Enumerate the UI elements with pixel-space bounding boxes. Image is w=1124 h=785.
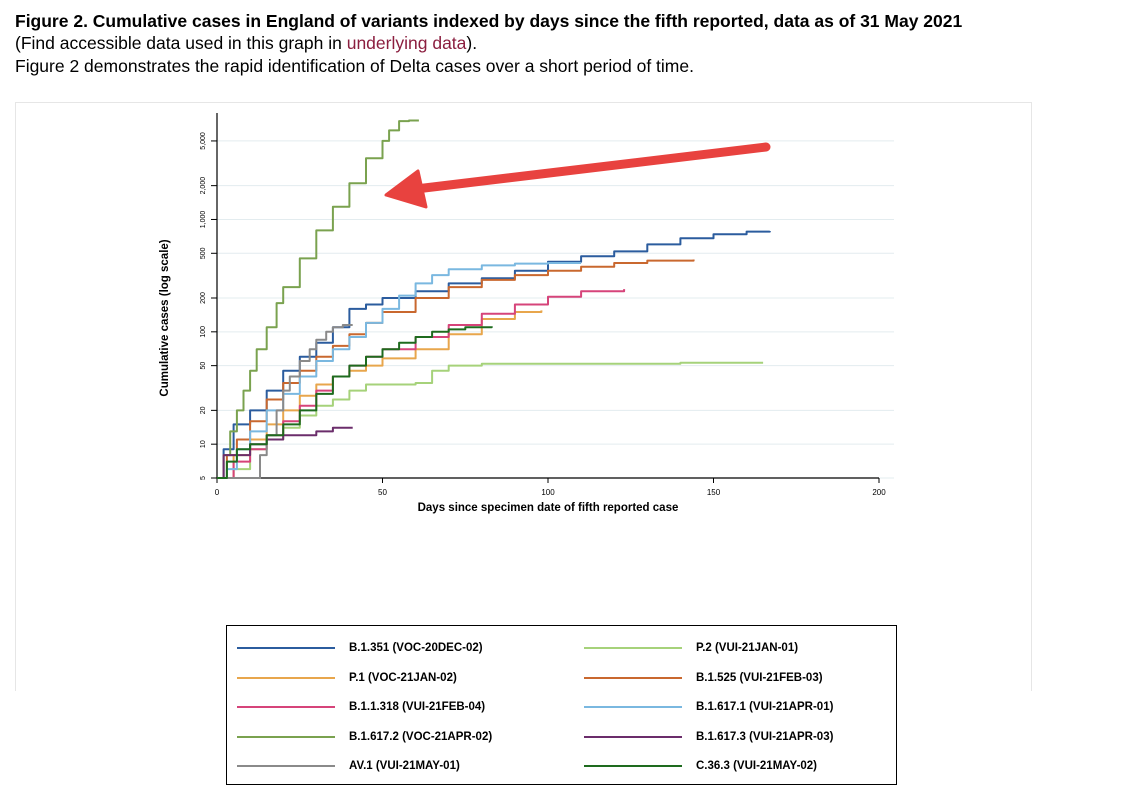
legend-item: B.1.617.2 (VOC-21APR-02)	[237, 727, 492, 747]
underlying-data-link[interactable]: underlying data	[346, 33, 467, 53]
chart-legend: B.1.351 (VOC-20DEC-02) P.2 (VUI-21JAN-01)…	[226, 625, 897, 785]
y-tick-label: 2,000	[200, 177, 207, 195]
x-tick-label: 200	[872, 488, 886, 497]
legend-label: B.1.617.2 (VOC-21APR-02)	[349, 730, 493, 743]
legend-label: P.1 (VOC-21JAN-02)	[349, 671, 457, 684]
legend-item: B.1.1.318 (VUI-21FEB-04)	[237, 697, 485, 717]
y-tick-label: 200	[200, 292, 207, 304]
series-line-b-1-617-1-vui-21apr-01	[217, 262, 582, 479]
figure-description: Figure 2 demonstrates the rapid identifi…	[15, 56, 694, 76]
x-tick-label: 100	[541, 488, 555, 497]
cumulative-cases-chart: 5 10 20 50 100 200 500 1,000 2,000 5,000 0 50 100 150…	[159, 113, 894, 514]
legend-item: B.1.617.1 (VUI-21APR-01)	[584, 697, 833, 717]
y-tick-label: 10	[200, 440, 207, 448]
accessible-data-note: (Find accessible data used in this graph…	[15, 32, 1115, 55]
legend-label: B.1.351 (VOC-20DEC-02)	[349, 642, 483, 654]
legend-swatch	[584, 735, 682, 738]
annotation-arrow-shaft	[411, 142, 771, 194]
y-tick-label: 20	[200, 406, 207, 414]
legend-label: AV.1 (VUI-21MAY-01)	[349, 760, 460, 772]
legend-swatch	[237, 735, 335, 738]
legend-item: P.1 (VOC-21JAN-02)	[237, 668, 457, 688]
y-tick-label: 5	[200, 476, 207, 480]
annotation-arrow-head	[384, 169, 428, 209]
accessible-data-suffix: ).	[466, 33, 478, 53]
legend-item: C.36.3 (VUI-21MAY-02)	[584, 756, 817, 776]
x-tick-label: 150	[707, 488, 721, 497]
series-line-b-1-617-2-voc-21apr-02	[217, 119, 419, 479]
figure-title: Figure 2. Cumulative cases in England of…	[15, 11, 963, 31]
legend-label: P.2 (VUI-21JAN-01)	[696, 642, 799, 654]
accessible-data-prefix: (Find accessible data used in this graph…	[15, 33, 347, 53]
x-tick-label: 50	[378, 488, 387, 497]
series-line-b-1-617-3-vui-21apr-03	[217, 426, 353, 479]
y-tick-label: 5,000	[200, 132, 207, 150]
legend-swatch	[584, 765, 682, 767]
series-line-c-36-3-vui-21may-02	[217, 326, 493, 479]
legend-item: B.1.525 (VUI-21FEB-03)	[584, 668, 823, 688]
legend-swatch	[584, 706, 682, 708]
y-tick-label: 100	[200, 326, 207, 338]
series-line-b-1-525-vui-21feb-03	[217, 259, 695, 479]
x-axis-title: Days since specimen date of fifth report…	[418, 502, 679, 514]
y-axis-title: Cumulative cases (log scale)	[159, 239, 171, 396]
y-tick-label: 1,000	[200, 211, 207, 229]
y-tick-label: 50	[200, 362, 207, 370]
legend-label: B.1.1.318 (VUI-21FEB-04)	[349, 701, 486, 713]
figure-header: Figure 2. Cumulative cases in England of…	[15, 10, 1115, 78]
legend-swatch	[237, 647, 335, 649]
legend-item: AV.1 (VUI-21MAY-01)	[237, 756, 460, 776]
legend-swatch	[584, 676, 682, 679]
legend-swatch	[237, 676, 335, 679]
series-line-p-1-voc-21jan-02	[217, 310, 543, 479]
legend-label: B.1.617.3 (VUI-21APR-03)	[696, 730, 834, 743]
legend-label: B.1.525 (VUI-21FEB-03)	[696, 671, 823, 684]
legend-item: P.2 (VUI-21JAN-01)	[584, 638, 798, 658]
series-line-av-1-vui-21may-01	[217, 324, 353, 479]
legend-swatch	[237, 765, 335, 767]
y-tick-label: 500	[200, 247, 207, 259]
legend-label: B.1.617.1 (VUI-21APR-01)	[696, 701, 834, 713]
legend-item: B.1.351 (VOC-20DEC-02)	[237, 638, 483, 658]
legend-swatch	[237, 706, 335, 708]
legend-label: C.36.3 (VUI-21MAY-02)	[696, 760, 818, 772]
legend-swatch	[584, 647, 682, 649]
x-tick-label: 0	[215, 488, 220, 497]
legend-item: B.1.617.3 (VUI-21APR-03)	[584, 727, 833, 747]
chart-container: 5 10 20 50 100 200 500 1,000 2,000 5,000 0 50 100 150…	[15, 102, 1032, 785]
